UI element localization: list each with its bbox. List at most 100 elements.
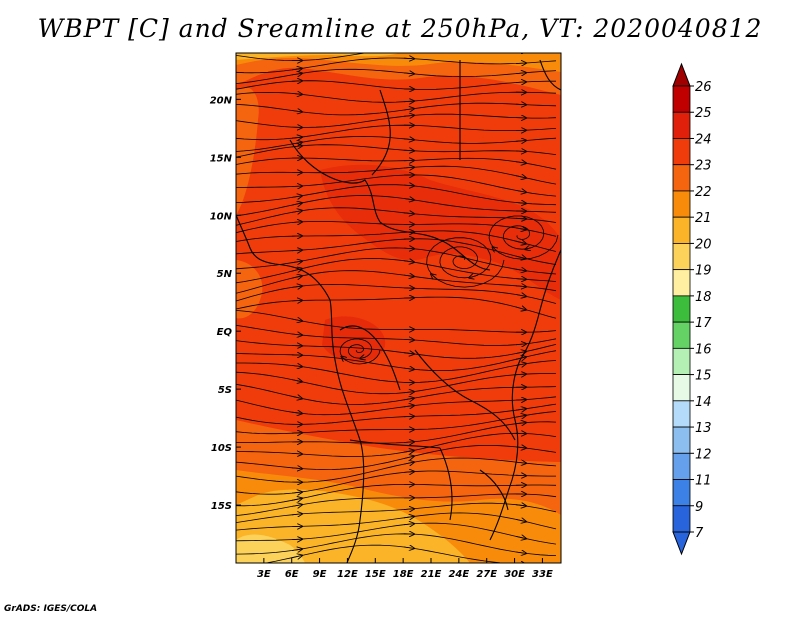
colorbar-bottom-arrow [672, 531, 691, 556]
streamline [236, 383, 557, 405]
streamline-arrow [515, 241, 524, 243]
streamline [236, 195, 557, 217]
streamline-arrow [291, 196, 300, 197]
lon-tick-label: 27E [476, 569, 497, 580]
colorbar-label: 21 [695, 211, 712, 226]
colorbar-swatch [672, 216, 691, 244]
streamline-arrow [515, 228, 524, 229]
colorbar-label: 17 [695, 316, 712, 331]
streamline-arrow [291, 453, 300, 454]
streamline [236, 396, 557, 416]
streamline [236, 102, 557, 116]
streamline-arrow [433, 275, 439, 281]
streamline [236, 135, 557, 152]
streamline-arrow [291, 380, 300, 382]
streamline-arrow [343, 358, 346, 361]
streamline-arrow [515, 286, 524, 287]
streamline-arrow [291, 93, 300, 94]
streamline-arrow [515, 141, 524, 142]
lon-tick-label: 9E [313, 569, 327, 580]
central-borders [339, 325, 516, 441]
streamline [236, 184, 557, 206]
streamline [236, 350, 557, 371]
streamline-arrow [291, 396, 300, 398]
streamline-arrow [403, 451, 412, 452]
colorbar-label: 19 [695, 264, 712, 279]
lat-tick-label: 10S [211, 443, 232, 454]
streamline-arrow [291, 556, 300, 558]
streamline-arrow [403, 517, 412, 518]
shade-20-south [236, 489, 470, 563]
streamline [236, 421, 557, 444]
colorbar-swatch [672, 138, 691, 166]
lon-tick-label: 33E [532, 569, 553, 580]
colorbar-label: 16 [695, 342, 712, 357]
streamline-arrow [515, 409, 524, 410]
streamline [236, 360, 557, 383]
streamline [236, 512, 557, 531]
north-borders [371, 59, 561, 176]
plot-frame [235, 52, 562, 564]
streamline [236, 124, 557, 141]
streamline [236, 533, 557, 556]
streamline-arrow [515, 505, 524, 506]
lat-tick-label: 10N [210, 211, 233, 222]
streamline-arrow [291, 261, 300, 262]
streamline-arrow [291, 74, 300, 75]
streamline-arrow [515, 190, 524, 192]
streamline-arrow [404, 48, 412, 49]
streamline [236, 371, 556, 395]
colorbar-swatch [672, 426, 691, 454]
streamline-arrow [515, 357, 524, 359]
streamline-arrow [515, 295, 524, 297]
streamline [236, 484, 557, 507]
colorbar-swatch [672, 347, 691, 375]
lon-tick-label: 6E [285, 569, 299, 580]
latitude-axis: 20N 15N 10N 5N EQ 5S 10S 15S [210, 95, 241, 512]
streamline-arrow [403, 261, 412, 262]
shade-22-gulf [236, 260, 263, 319]
colorbar-swatch [672, 505, 691, 533]
colorbar-label: 24 [695, 132, 712, 147]
lat-tick-label: 20N [210, 95, 233, 106]
africa-west-coast [236, 214, 365, 563]
streamline [236, 445, 557, 471]
streamline-arrow [515, 256, 524, 258]
colorbar-label: 23 [695, 159, 712, 174]
streamline-arrow [515, 73, 524, 74]
lat-tick-label: 5N [217, 269, 233, 280]
streamline [236, 324, 557, 346]
streamline-arrow [515, 352, 524, 354]
streamline-arrow [403, 406, 412, 407]
colorbar-label: 22 [695, 185, 712, 200]
streamline [236, 165, 557, 185]
colorbar-swatch [672, 400, 691, 428]
sahel-borders [289, 139, 491, 271]
colorbar-label: 12 [695, 447, 712, 462]
streamline-arrow [291, 499, 300, 501]
streamline-arrow [515, 416, 524, 417]
colorbar-label: 25 [695, 106, 712, 121]
streamline-arrow [403, 472, 412, 473]
southern-borders [349, 439, 509, 521]
streamline-arrow [403, 442, 412, 443]
streamline-arrow [471, 275, 478, 277]
lon-tick-label: 12E [337, 569, 358, 580]
streamline-arrow [291, 492, 300, 493]
streamline-arrow [515, 364, 524, 365]
streamline-arrow [291, 250, 300, 251]
streamline [236, 207, 557, 226]
streamline-arrow [515, 462, 524, 463]
credit-label: GrADS: IGES/COLA [4, 604, 98, 614]
streamline-arrow [403, 109, 412, 110]
streamline-arrow [515, 344, 524, 345]
streamline [236, 432, 557, 458]
streamline-arrow [403, 213, 412, 214]
streamline [236, 310, 557, 333]
colorbar-swatch [672, 452, 691, 480]
lat-tick-label: 15S [211, 501, 232, 512]
streamline [236, 296, 557, 319]
lon-tick-label: 15E [365, 569, 386, 580]
streamline-arrow [515, 519, 524, 521]
